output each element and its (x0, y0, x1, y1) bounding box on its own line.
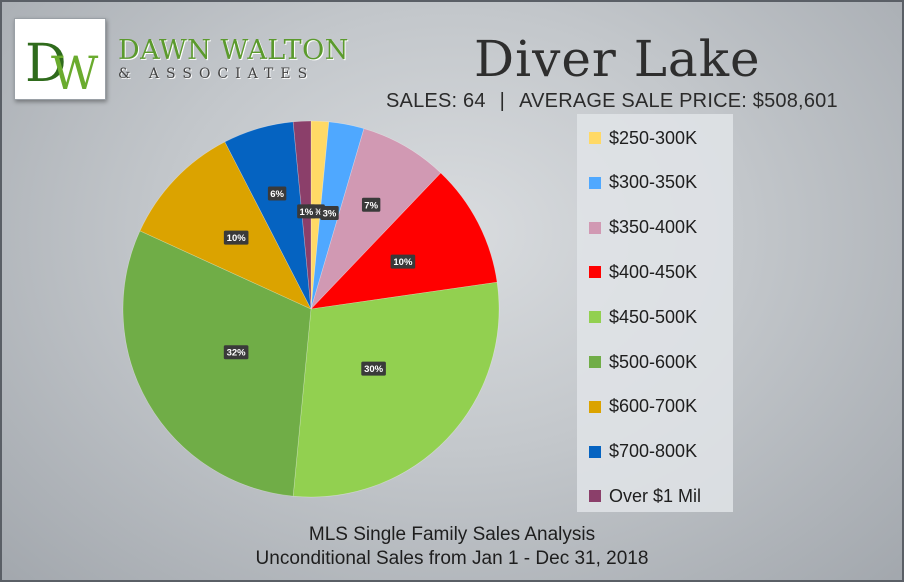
pie-slice-400-450k (310, 172, 498, 310)
sales-stats: SALES: 64 | AVERAGE SALE PRICE: $508,601 (386, 90, 838, 113)
data-label-450-500k: 30% (361, 361, 386, 376)
sales-count: SALES: 64 (386, 90, 486, 112)
logo-letter-d: D (25, 34, 67, 94)
svg-text:6%: 6% (270, 189, 284, 200)
legend-label: $300-350K (609, 172, 698, 193)
pie-slice-600-700k (139, 141, 312, 310)
data-label-over-1-mil: 1% (297, 204, 316, 219)
average-sale-price: AVERAGE SALE PRICE: $508,601 (519, 90, 838, 112)
brand-name: DAWN WALTON (118, 35, 349, 66)
svg-text:3%: 3% (323, 209, 337, 220)
legend-label: Over $1 Mil (609, 485, 702, 506)
legend-item-300-350k: $300-350K (589, 171, 697, 195)
chart-legend: $250-300K $300-350K $350-400K $400-450K $450… (577, 114, 733, 512)
legend-item-600-700k: $600-700K (589, 395, 697, 419)
logo-letter-w: W (51, 46, 99, 100)
legend-swatch (589, 221, 601, 234)
legend-label: $500-600K (609, 351, 698, 372)
svg-text:10%: 10% (227, 233, 247, 244)
legend-swatch (589, 445, 601, 458)
legend-label: $450-500K (609, 306, 698, 327)
legend-label: $600-700K (609, 396, 698, 417)
svg-text:32%: 32% (227, 348, 247, 359)
footer-analysis-title: MLS Single Family Sales Analysis (308, 524, 596, 545)
pie-slice-450-500k (292, 281, 500, 498)
data-label-300-350k: 3% (320, 206, 339, 221)
svg-text:1%: 1% (299, 207, 313, 218)
legend-swatch (589, 266, 601, 279)
legend-swatch (589, 490, 601, 503)
svg-text:30%: 30% (364, 364, 384, 375)
legend-label: $400-450K (609, 261, 698, 282)
legend-swatch (589, 356, 601, 368)
company-logo: D W (14, 18, 106, 100)
pie-slice-350-400k (310, 128, 442, 310)
footer-date-range: Unconditional Sales from Jan 1 - Dec 31,… (255, 548, 649, 569)
legend-item-500-600k: $500-600K (589, 350, 697, 374)
legend-label: $350-400K (609, 217, 698, 238)
data-label-700-800k: 6% (267, 186, 287, 201)
legend-label: $700-800K (609, 441, 698, 462)
data-label-400-450k: 10% (390, 254, 416, 269)
legend-item-700-800k: $700-800K (589, 440, 697, 464)
data-label-350-400k: 7% (361, 197, 381, 212)
legend-swatch (589, 132, 601, 144)
pie-slice-500-600k (122, 230, 312, 497)
stats-separator: | (499, 90, 506, 112)
brand-block: DAWN WALTON & ASSOCIATES (118, 35, 349, 83)
page-title: Diver Lake (474, 30, 761, 88)
legend-item-450-500k: $450-500K (589, 305, 697, 329)
legend-label: $250-300K (609, 127, 698, 148)
data-label-600-700k: 10% (223, 230, 249, 245)
legend-item-400-450k: $400-450K (589, 260, 697, 284)
legend-item-350-400k: $350-400K (589, 216, 697, 240)
legend-swatch (589, 176, 601, 189)
data-label-500-600k: 32% (223, 345, 249, 360)
legend-swatch (589, 311, 601, 324)
legend-item-over-1-mil: Over $1 Mil (589, 484, 701, 508)
svg-text:1%: 1% (309, 207, 323, 218)
brand-subtitle: & ASSOCIATES (118, 66, 315, 82)
legend-item-250-300k: $250-300K (589, 126, 697, 150)
svg-text:7%: 7% (364, 200, 378, 211)
pie-slice-700-800k (224, 121, 312, 310)
svg-text:10%: 10% (393, 257, 413, 268)
legend-swatch (589, 400, 601, 413)
